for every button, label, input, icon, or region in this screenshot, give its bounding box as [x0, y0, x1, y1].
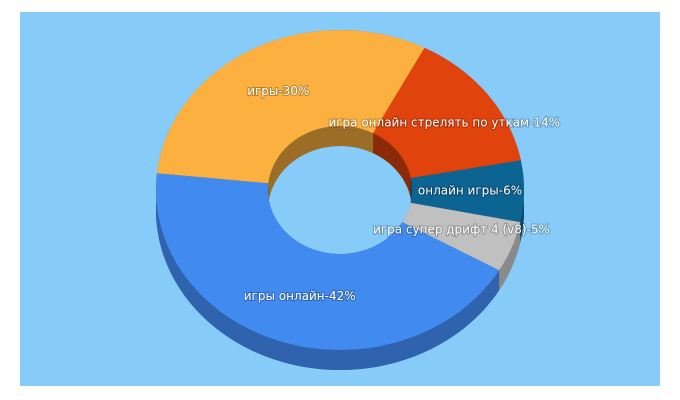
slice [157, 30, 425, 184]
slice [156, 173, 500, 350]
slice [410, 160, 524, 223]
slice-label: игра супер дрифт 4 (v8)-5% [373, 222, 550, 236]
slice-label: игра онлайн стрелять по уткам-14% [328, 116, 560, 130]
slice-inner-wall [268, 126, 374, 204]
slice [402, 202, 521, 271]
slice-label: игры-30% [247, 84, 309, 98]
slice-label: онлайн игры-6% [418, 183, 522, 197]
slice-label: игры онлайн-42% [244, 289, 356, 303]
slice-inner-wall [373, 133, 411, 199]
slice [373, 47, 521, 179]
slice-outer-wall [499, 222, 521, 291]
